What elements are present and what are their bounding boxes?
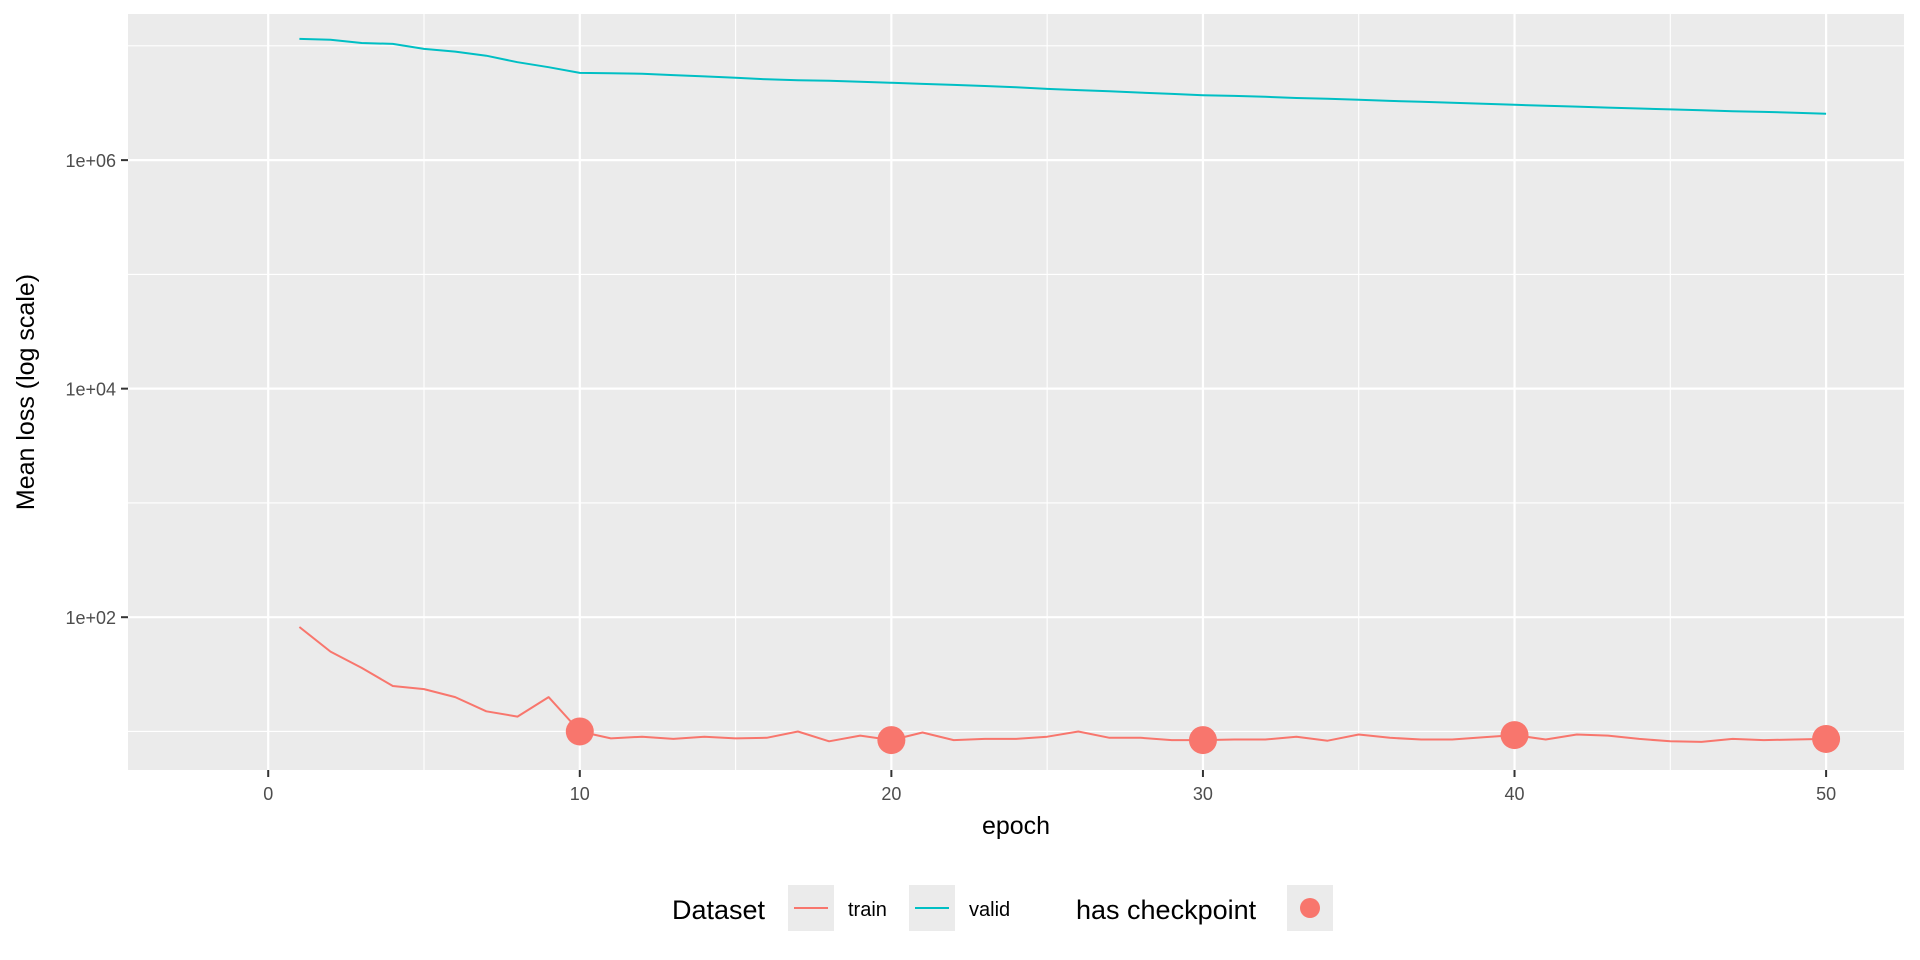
x-tick-label: 40: [1505, 784, 1525, 804]
checkpoint-point: [1812, 724, 1841, 753]
minor-gridlines: [128, 14, 1904, 770]
y-tick-label: 1e+06: [65, 151, 116, 171]
checkpoint-point: [565, 717, 594, 746]
y-tick-label: 1e+02: [65, 608, 116, 628]
series-lines: [298, 37, 1827, 743]
legend-point-checkpoint: [1300, 898, 1320, 918]
legend-label-train: train: [848, 899, 887, 921]
y-axis: 1e+02 1e+04 1e+06: [65, 151, 128, 628]
legend-shape-title: has checkpoint: [1076, 895, 1257, 925]
x-tick-label: 10: [570, 784, 590, 804]
x-tick-label: 30: [1193, 784, 1213, 804]
checkpoint-point: [1188, 726, 1217, 755]
y-tick-label: 1e+04: [65, 380, 116, 400]
legend-color-title: Dataset: [672, 895, 766, 925]
x-tick-label: 20: [881, 784, 901, 804]
y-axis-title: Mean loss (log scale): [12, 274, 40, 510]
legend-label-valid: valid: [969, 899, 1010, 921]
x-tick-label: 0: [263, 784, 273, 804]
series-line-valid: [299, 37, 1827, 115]
checkpoint-point: [1500, 721, 1529, 750]
checkpoint-points: [565, 717, 1841, 755]
x-axis-title: epoch: [982, 812, 1050, 840]
x-tick-label: 50: [1816, 784, 1836, 804]
major-gridlines: [128, 14, 1904, 770]
x-axis: 0 10 20 30 40 50: [263, 770, 1836, 804]
series-line-train: [298, 626, 1827, 743]
plot-panel: [128, 14, 1904, 770]
legend: Dataset train valid has checkpoint: [672, 885, 1333, 931]
checkpoint-point: [877, 726, 906, 755]
